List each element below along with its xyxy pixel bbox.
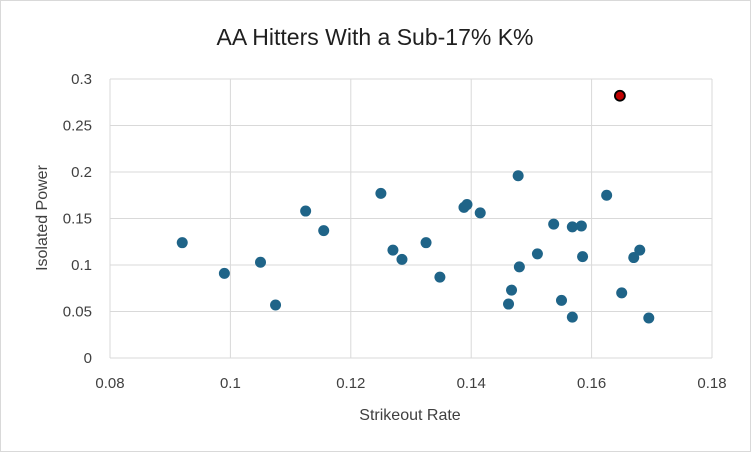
data-point <box>375 187 387 199</box>
data-point <box>474 207 486 219</box>
y-tick-label: 0.3 <box>71 71 92 88</box>
tick-labels: 0.08 0.1 0.12 0.14 0.16 0.18 0 0.05 0.1 0.15 0.2 0.… <box>63 71 727 392</box>
y-tick-label: 0.25 <box>63 118 92 135</box>
x-tick-label: 0.1 <box>220 375 241 392</box>
data-point <box>396 253 408 265</box>
y-axis-title: Isolated Power <box>34 164 51 271</box>
data-point <box>566 311 578 323</box>
chart-title: AA Hitters With a Sub-17% K% <box>216 24 533 50</box>
y-tick-label: 0.05 <box>63 304 92 321</box>
x-tick-label: 0.18 <box>697 375 726 392</box>
highlighted-data-point <box>613 89 626 102</box>
data-point <box>566 221 578 233</box>
data-point <box>506 284 518 296</box>
data-point <box>218 267 230 279</box>
x-tick-label: 0.14 <box>457 375 486 392</box>
x-tick-label: 0.16 <box>577 375 606 392</box>
data-point <box>577 251 589 263</box>
y-tick-label: 0 <box>84 350 92 367</box>
data-point <box>503 298 515 310</box>
x-tick-label: 0.08 <box>95 375 124 392</box>
data-point <box>616 287 628 299</box>
data-point <box>461 199 473 211</box>
data-point <box>575 220 587 232</box>
data-point <box>512 170 524 182</box>
data-point <box>300 205 312 217</box>
data-point <box>255 256 266 268</box>
x-axis-title: Strikeout Rate <box>359 407 460 424</box>
data-points <box>176 89 655 324</box>
x-tick-label: 0.12 <box>336 375 365 392</box>
data-point <box>634 244 646 256</box>
data-point <box>270 299 282 311</box>
data-point <box>318 225 330 237</box>
gridlines <box>109 78 713 359</box>
data-point <box>513 261 525 273</box>
data-point <box>531 248 543 260</box>
y-tick-label: 0.15 <box>63 211 92 228</box>
data-point <box>548 218 560 230</box>
y-tick-label: 0.1 <box>71 257 92 274</box>
data-point <box>556 294 567 306</box>
data-point <box>387 244 399 256</box>
data-point <box>643 312 655 324</box>
data-point <box>628 252 640 264</box>
data-point <box>420 237 432 249</box>
data-point <box>176 237 188 249</box>
data-point <box>434 271 446 283</box>
data-point <box>601 189 613 201</box>
y-tick-label: 0.2 <box>71 164 92 181</box>
